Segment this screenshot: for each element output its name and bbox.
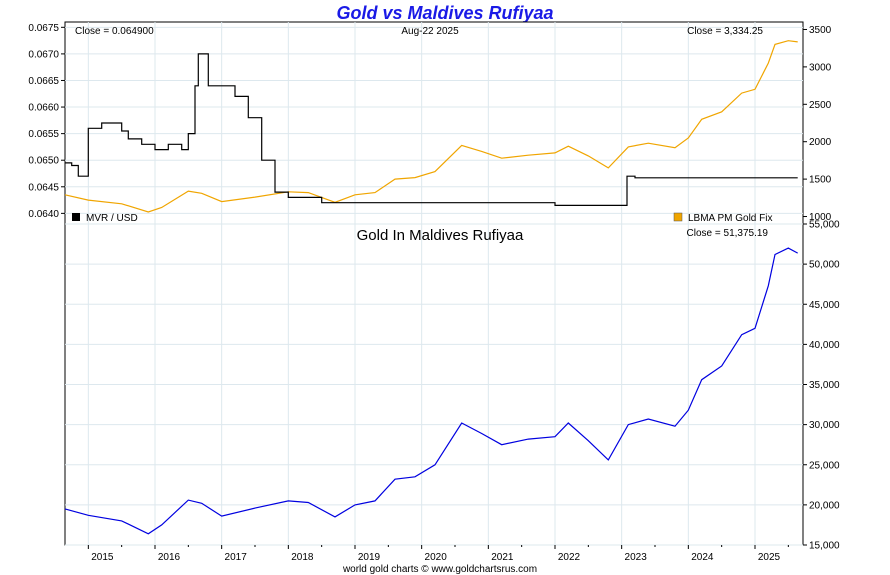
x-tick-label: 2017 [225,552,248,563]
bottom-tick-label: 50,000 [809,260,840,271]
bottom-panel: 15,000 20,000 25,000 30,000 35,000 40,000 45,0… [64,220,840,563]
top-header-left: Close = 0.064900 [75,26,154,37]
top-header-date: Aug-22 2025 [401,26,459,37]
left-tick-label: 0.0660 [28,103,59,114]
left-tick-label: 0.0675 [28,23,59,34]
x-tick-label: 2019 [358,552,381,563]
x-axis: 2015 2016 2017 2018 2019 2020 2021 2022 2023 2024… [87,545,789,563]
x-tick-label: 2016 [158,552,181,563]
top-right-axis: 1000 1500 2000 2500 3000 3500 [803,25,832,223]
bottom-tick-label: 55,000 [809,220,840,231]
top-panel: 0.0640 0.0645 0.0650 0.0655 0.0660 0.0665 0.06… [28,21,832,225]
x-tick-label: 2025 [758,552,781,563]
bottom-tick-label: 30,000 [809,420,840,431]
bottom-tick-label: 35,000 [809,380,840,391]
right-tick-label: 2000 [809,137,832,148]
x-tick-label: 2020 [425,552,448,563]
bottom-tick-label: 25,000 [809,460,840,471]
left-tick-label: 0.0670 [28,49,59,60]
top-left-axis: 0.0640 0.0645 0.0650 0.0655 0.0660 0.0665 0.06… [28,23,65,220]
x-tick-label: 2024 [691,552,714,563]
x-tick-label: 2021 [491,552,514,563]
legend-mvr-swatch [72,213,80,221]
bottom-header-right: Close = 51,375.19 [687,228,769,239]
bottom-tick-label: 45,000 [809,300,840,311]
top-header-right: Close = 3,334.25 [687,26,763,37]
x-tick-label: 2018 [291,552,314,563]
bottom-grid [65,223,803,546]
x-tick-label: 2022 [558,552,581,563]
legend-gold-label: LBMA PM Gold Fix [688,213,772,224]
bottom-right-axis: 15,000 20,000 25,000 30,000 35,000 40,000 45,0… [803,220,840,552]
bottom-tick-label: 40,000 [809,340,840,351]
legend-mvr-label: MVR / USD [86,213,138,224]
mvr-usd-line [65,53,798,206]
bottom-tick-label: 15,000 [809,541,840,552]
x-tick-label: 2015 [91,552,114,563]
right-tick-label: 3500 [809,25,832,36]
left-tick-label: 0.0655 [28,129,59,140]
gold-mvr-line [64,247,798,535]
x-tick-label: 2023 [625,552,648,563]
footer-credit: world gold charts © www.goldchartsrus.co… [342,564,537,575]
bottom-panel-title: Gold In Maldives Rufiyaa [357,227,524,244]
left-tick-label: 0.0665 [28,76,59,87]
right-tick-label: 2500 [809,100,832,111]
bottom-tick-label: 20,000 [809,500,840,511]
left-tick-label: 0.0650 [28,156,59,167]
left-tick-label: 0.0645 [28,182,59,193]
right-tick-label: 3000 [809,62,832,73]
chart-title: Gold vs Maldives Rufiyaa [336,3,553,23]
right-tick-label: 1500 [809,175,832,186]
legend-gold-swatch [673,212,683,222]
top-grid [65,22,803,224]
left-tick-label: 0.0640 [28,209,59,220]
gold-usd-line [64,40,798,213]
top-panel-frame [64,21,804,225]
right-tick-label: 1000 [809,212,832,223]
